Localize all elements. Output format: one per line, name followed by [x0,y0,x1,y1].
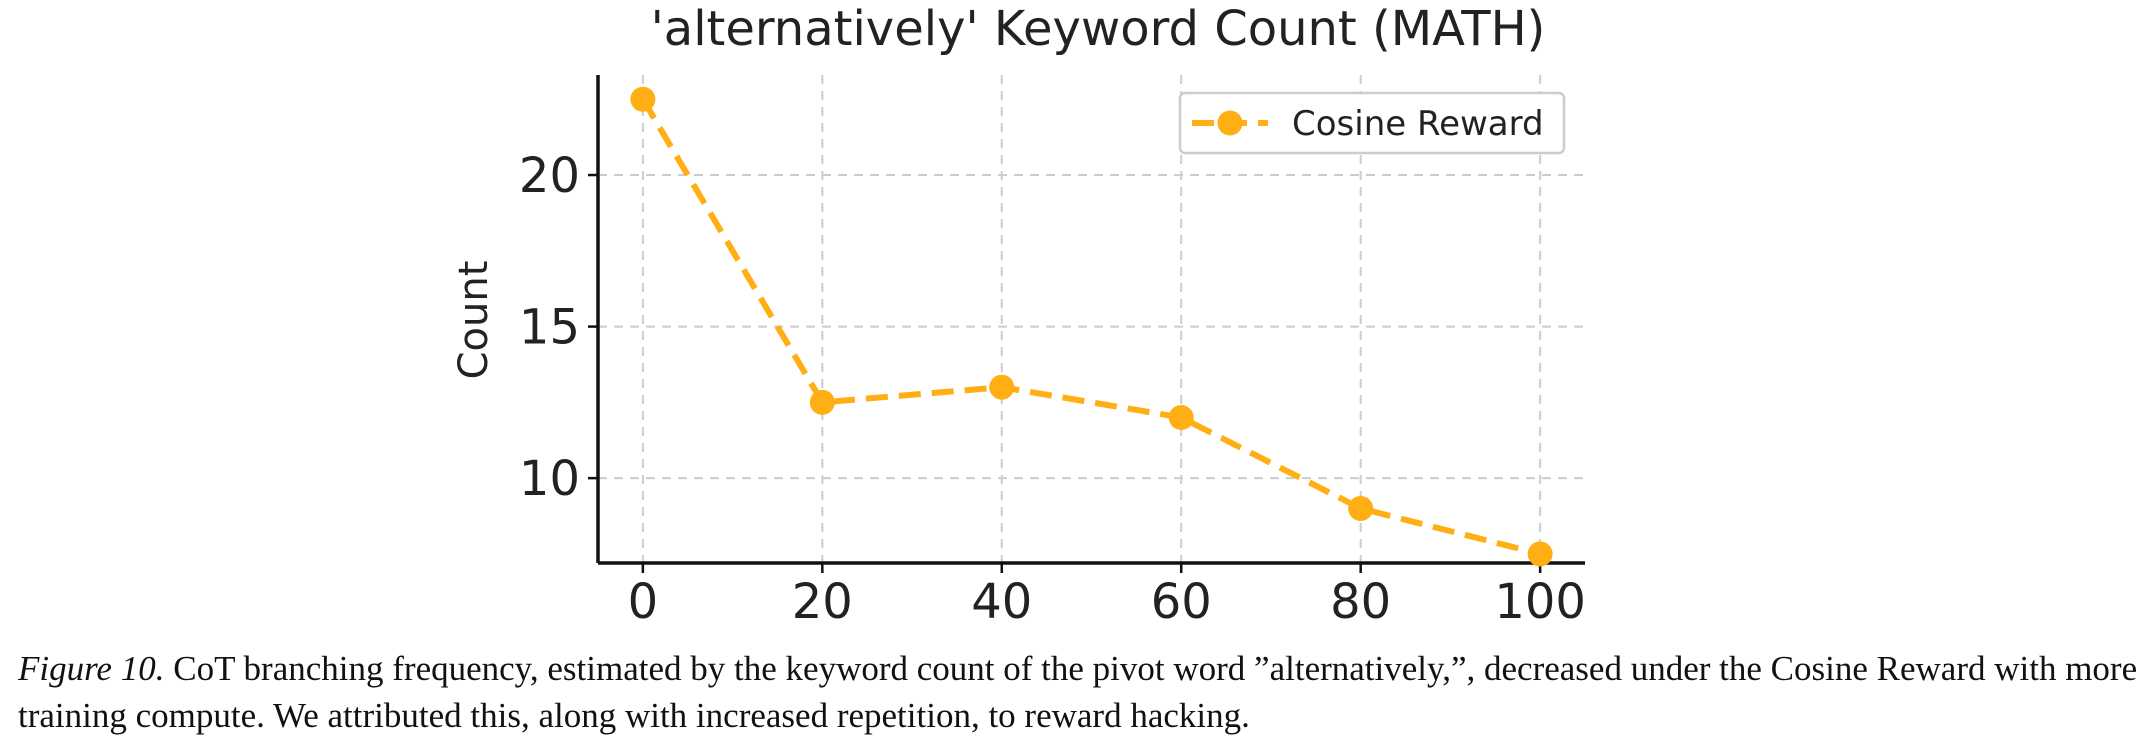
caption-label: Figure 10. [18,649,165,688]
y-tick-label: 20 [519,148,580,204]
legend-marker [1217,110,1243,136]
data-point [1168,405,1194,431]
data-point [1348,495,1374,521]
axes [588,75,1585,573]
grid [598,75,1585,563]
x-tick-label: 80 [1330,574,1391,620]
x-tick-label: 60 [1151,574,1212,620]
x-tick-label: 20 [792,574,853,620]
legend-label: Cosine Reward [1292,104,1544,144]
caption-text: CoT branching frequency, estimated by th… [18,649,2138,735]
x-tick-label: 40 [971,574,1032,620]
tick-labels: 0 20 40 60 80 100 10 15 20 [519,148,1586,620]
data-point [989,374,1015,400]
chart-figure: 'alternatively' Keyword Count (MATH) Cou… [451,1,1586,620]
y-tick-label: 10 [519,451,580,507]
x-tick-label: 100 [1494,574,1586,620]
data-point [1527,541,1553,567]
chart-title: 'alternatively' Keyword Count (MATH) [651,1,1546,57]
legend: Cosine Reward [1178,91,1566,155]
y-tick-label: 15 [519,300,580,356]
data-point [630,86,656,112]
y-axis-label: Count [451,261,497,380]
series [630,86,1553,567]
legend-box [1178,91,1566,155]
data-point [809,389,835,415]
figure-caption: Figure 10. CoT branching frequency, esti… [18,645,2138,739]
line-chart: 'alternatively' Keyword Count (MATH) Cou… [451,1,1586,620]
x-tick-label: 0 [628,574,659,620]
